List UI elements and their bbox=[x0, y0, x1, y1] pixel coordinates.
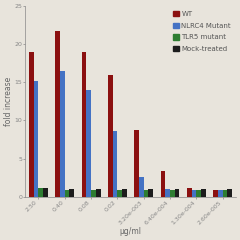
Y-axis label: fold increase: fold increase bbox=[4, 77, 13, 126]
Bar bbox=[187, 188, 192, 197]
Legend: WT, NLRC4 Mutant, TLR5 mutant, Mock-treated: WT, NLRC4 Mutant, TLR5 mutant, Mock-trea… bbox=[172, 10, 232, 53]
Bar bbox=[218, 190, 223, 197]
Bar bbox=[82, 52, 86, 197]
X-axis label: μg/ml: μg/ml bbox=[120, 227, 142, 236]
Bar bbox=[34, 81, 38, 197]
Bar bbox=[223, 190, 228, 197]
Bar bbox=[96, 189, 101, 197]
Bar bbox=[117, 190, 122, 197]
Bar bbox=[65, 190, 69, 197]
Bar bbox=[192, 190, 196, 197]
Bar bbox=[161, 171, 165, 197]
Bar bbox=[165, 189, 170, 197]
Bar bbox=[228, 189, 232, 197]
Bar bbox=[29, 52, 34, 197]
Bar bbox=[213, 190, 218, 197]
Bar bbox=[196, 190, 201, 197]
Bar bbox=[113, 131, 117, 197]
Bar bbox=[170, 190, 175, 197]
Bar bbox=[201, 189, 206, 197]
Bar bbox=[108, 75, 113, 197]
Bar bbox=[144, 190, 148, 197]
Bar bbox=[134, 130, 139, 197]
Bar bbox=[148, 189, 153, 197]
Bar bbox=[60, 71, 65, 197]
Bar bbox=[86, 90, 91, 197]
Bar bbox=[175, 189, 180, 197]
Bar bbox=[122, 189, 127, 197]
Bar bbox=[38, 188, 43, 197]
Bar bbox=[55, 30, 60, 197]
Bar bbox=[139, 177, 144, 197]
Bar bbox=[69, 189, 74, 197]
Bar bbox=[43, 188, 48, 197]
Bar bbox=[91, 190, 96, 197]
